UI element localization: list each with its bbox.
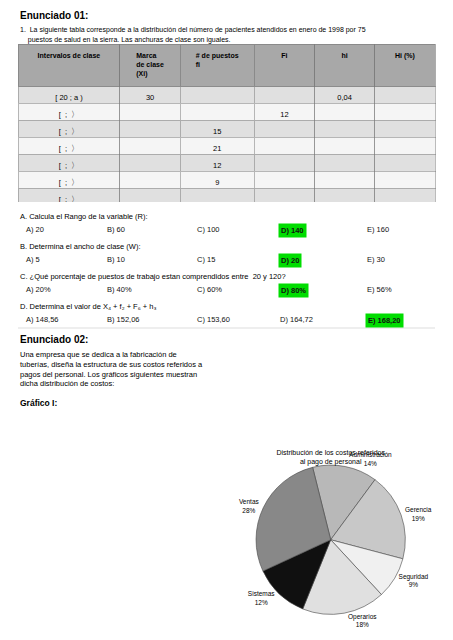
svg-text:Distribución de los costos ref: Distribución de los costos referidosal p…	[276, 449, 385, 466]
svg-text:A) 20: A) 20	[26, 225, 44, 234]
svg-text:Gerencia19%: Gerencia19%	[405, 506, 432, 521]
svg-text:[ ; 〉: [ ; 〉	[59, 127, 80, 136]
svg-text:E) 56%: E) 56%	[367, 285, 392, 294]
svg-text:D) 140: D) 140	[281, 226, 304, 235]
svg-text:12: 12	[280, 110, 288, 119]
svg-text:E) 160: E) 160	[367, 225, 389, 234]
svg-text:Seguridad9%: Seguridad9%	[399, 573, 429, 588]
svg-text:30: 30	[146, 93, 154, 102]
svg-text:[ ; 〉: [ ; 〉	[59, 110, 80, 119]
svg-text:9: 9	[215, 178, 219, 187]
svg-text:A. Calcula el Rango de la vari: A. Calcula el Rango de la variable (R):	[20, 212, 148, 221]
svg-text:C) 15: C) 15	[197, 255, 215, 264]
svg-text:puestos de salud en la sierra.: puestos de salud en la sierra. Las anchu…	[20, 36, 231, 44]
svg-text:A) 5: A) 5	[26, 255, 40, 264]
svg-text:C) 60%: C) 60%	[197, 285, 222, 294]
svg-text:# de puestosfi: # de puestosfi	[196, 52, 239, 68]
svg-text:C) 153,60: C) 153,60	[197, 315, 230, 324]
svg-text:21: 21	[213, 144, 221, 153]
svg-text:B) 152,06: B) 152,06	[107, 315, 140, 324]
svg-text:Administración14%: Administración14%	[349, 451, 392, 466]
svg-text:[ ; 〉: [ ; 〉	[59, 178, 80, 187]
svg-text:Enunciado 02:: Enunciado 02:	[20, 334, 88, 345]
svg-text:B) 60: B) 60	[107, 225, 125, 234]
svg-text:B) 10: B) 10	[107, 255, 125, 264]
svg-text:12: 12	[213, 161, 221, 170]
svg-text:A) 148,56: A) 148,56	[26, 315, 59, 324]
svg-text:C) 100: C) 100	[197, 225, 220, 234]
svg-text:Operarios18%: Operarios18%	[348, 613, 377, 628]
svg-text:15: 15	[213, 127, 221, 136]
svg-text:Fi: Fi	[281, 52, 287, 59]
svg-text:[ ; 〉: [ ; 〉	[59, 161, 80, 170]
svg-text:[ 20 ; a ): [ 20 ; a )	[55, 93, 83, 102]
svg-text:Marcade clase(Xi): Marcade clase(Xi)	[136, 52, 164, 78]
svg-text:0,04: 0,04	[337, 93, 352, 102]
svg-text:Gráfico I:: Gráfico I:	[20, 398, 57, 408]
svg-text:[ ; 〉: [ ; 〉	[59, 144, 80, 153]
svg-text:Intervalos de clase: Intervalos de clase	[38, 52, 101, 59]
svg-text:hi: hi	[342, 52, 348, 59]
svg-text:C. ¿Qué porcentaje de puestos: C. ¿Qué porcentaje de puestos de trabajo…	[20, 272, 286, 281]
svg-text:1. La siguiente tabla corresp: 1. La siguiente tabla corresponde a la d…	[20, 26, 366, 34]
svg-text:Hi (%): Hi (%)	[395, 52, 415, 60]
svg-text:B) 40%: B) 40%	[107, 285, 132, 294]
svg-text:Ventas28%: Ventas28%	[239, 498, 260, 513]
svg-text:D) 20: D) 20	[281, 256, 299, 265]
svg-text:D) 164,72: D) 164,72	[280, 315, 313, 324]
svg-text:D) 80%: D) 80%	[281, 286, 306, 295]
svg-text:A) 20%: A) 20%	[26, 285, 51, 294]
svg-text:E) 168,20: E) 168,20	[368, 316, 401, 325]
svg-text:B. Determina el ancho de clase: B. Determina el ancho de clase (W):	[20, 242, 140, 251]
svg-text:D. Determina el valor de X₄ +: D. Determina el valor de X₄ + f₂ + F₆ + …	[20, 302, 156, 311]
svg-text:[ ; 〉: [ ; 〉	[59, 195, 80, 202]
svg-text:Enunciado 01:: Enunciado 01:	[20, 10, 88, 21]
svg-text:E) 30: E) 30	[367, 255, 385, 264]
svg-text:Una empresa que se dedica a la: Una empresa que se dedica a la fabricaci…	[20, 350, 203, 388]
svg-text:Sistemas12%: Sistemas12%	[248, 590, 275, 605]
